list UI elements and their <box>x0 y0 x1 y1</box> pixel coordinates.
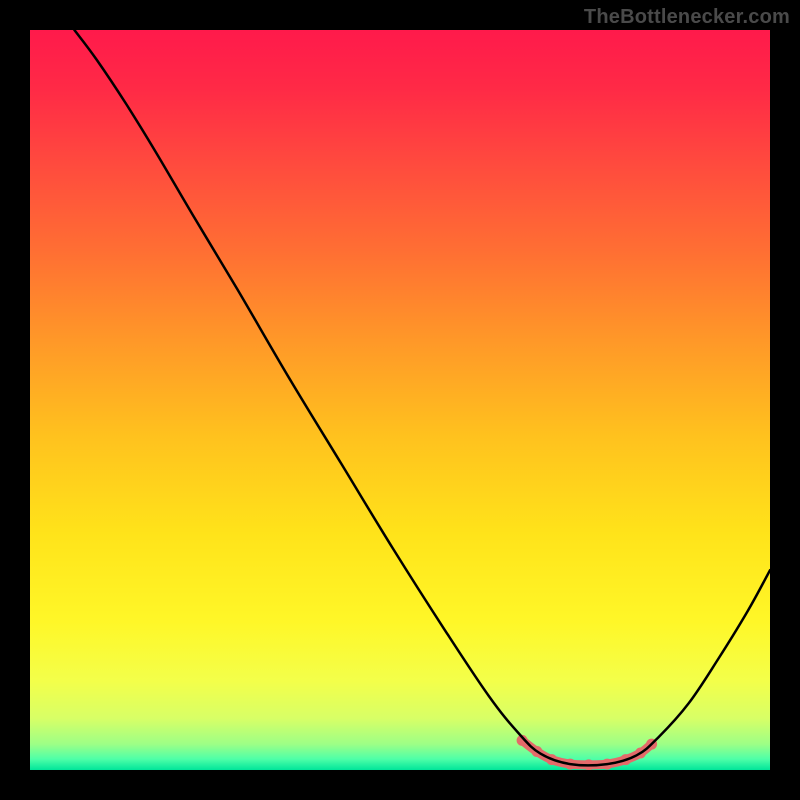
chart-svg <box>30 30 770 770</box>
watermark-text: TheBottlenecker.com <box>584 6 790 29</box>
chart-main-curve <box>74 30 770 765</box>
chart-plot-area <box>30 30 770 770</box>
